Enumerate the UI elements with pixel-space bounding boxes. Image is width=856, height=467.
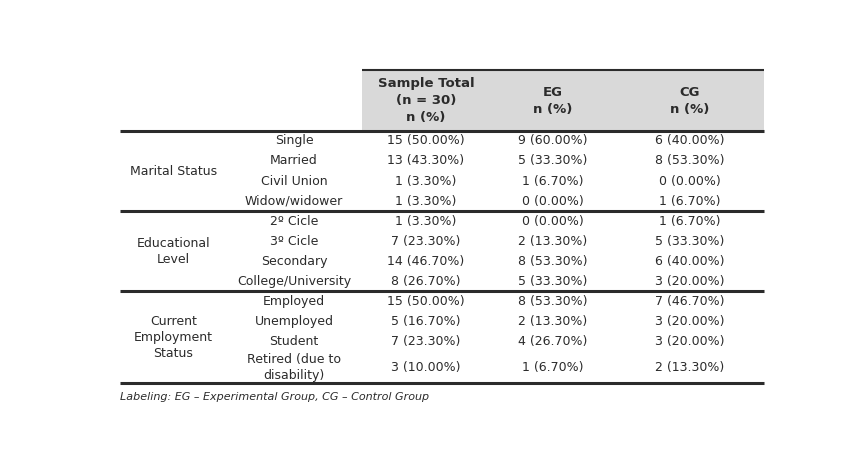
- Text: 4 (26.70%): 4 (26.70%): [519, 335, 588, 348]
- Text: Employed: Employed: [263, 295, 325, 308]
- Text: 7 (23.30%): 7 (23.30%): [391, 335, 461, 348]
- Text: 0 (0.00%): 0 (0.00%): [522, 214, 584, 227]
- Text: 3 (20.00%): 3 (20.00%): [655, 275, 724, 288]
- Text: 7 (46.70%): 7 (46.70%): [655, 295, 724, 308]
- Text: Single: Single: [275, 134, 313, 148]
- Text: Educational
Level: Educational Level: [137, 237, 211, 266]
- Text: Secondary: Secondary: [261, 255, 327, 268]
- Text: 5 (33.30%): 5 (33.30%): [519, 275, 588, 288]
- Text: 1 (6.70%): 1 (6.70%): [522, 361, 584, 374]
- Text: 2 (13.30%): 2 (13.30%): [519, 234, 588, 248]
- Text: Unemployed: Unemployed: [254, 315, 334, 328]
- Text: 8 (53.30%): 8 (53.30%): [655, 155, 724, 168]
- Text: 9 (60.00%): 9 (60.00%): [518, 134, 588, 148]
- Text: 0 (0.00%): 0 (0.00%): [522, 195, 584, 207]
- Text: 13 (43.30%): 13 (43.30%): [388, 155, 465, 168]
- Text: Retired (due to
disability): Retired (due to disability): [247, 353, 341, 382]
- Text: Widow/widower: Widow/widower: [245, 195, 343, 207]
- Text: 1 (6.70%): 1 (6.70%): [659, 195, 721, 207]
- Text: 3 (20.00%): 3 (20.00%): [655, 335, 724, 348]
- Text: 1 (3.30%): 1 (3.30%): [395, 175, 456, 188]
- Text: 15 (50.00%): 15 (50.00%): [387, 134, 465, 148]
- Text: 5 (33.30%): 5 (33.30%): [655, 234, 724, 248]
- Text: Marital Status: Marital Status: [130, 164, 217, 177]
- Text: 8 (53.30%): 8 (53.30%): [518, 295, 588, 308]
- Text: Current
Employment
Status: Current Employment Status: [134, 315, 213, 360]
- Text: Civil Union: Civil Union: [261, 175, 327, 188]
- Text: 5 (33.30%): 5 (33.30%): [519, 155, 588, 168]
- Text: 1 (6.70%): 1 (6.70%): [522, 175, 584, 188]
- Text: 2 (13.30%): 2 (13.30%): [655, 361, 724, 374]
- Text: 6 (40.00%): 6 (40.00%): [655, 134, 724, 148]
- Text: 5 (16.70%): 5 (16.70%): [391, 315, 461, 328]
- Text: 3 (20.00%): 3 (20.00%): [655, 315, 724, 328]
- Text: Married: Married: [270, 155, 318, 168]
- Text: 8 (26.70%): 8 (26.70%): [391, 275, 461, 288]
- Text: 3 (10.00%): 3 (10.00%): [391, 361, 461, 374]
- Text: 3º Cicle: 3º Cicle: [270, 234, 318, 248]
- Text: 14 (46.70%): 14 (46.70%): [387, 255, 465, 268]
- Text: 7 (23.30%): 7 (23.30%): [391, 234, 461, 248]
- Text: Sample Total
(n = 30)
n (%): Sample Total (n = 30) n (%): [377, 77, 474, 124]
- Text: 8 (53.30%): 8 (53.30%): [518, 255, 588, 268]
- Text: CG
n (%): CG n (%): [670, 85, 710, 116]
- Text: EG
n (%): EG n (%): [533, 85, 573, 116]
- Bar: [361, 71, 764, 131]
- Text: Student: Student: [270, 335, 318, 348]
- Text: 0 (0.00%): 0 (0.00%): [659, 175, 721, 188]
- Text: 6 (40.00%): 6 (40.00%): [655, 255, 724, 268]
- Text: 2 (13.30%): 2 (13.30%): [519, 315, 588, 328]
- Text: 1 (3.30%): 1 (3.30%): [395, 195, 456, 207]
- Text: 15 (50.00%): 15 (50.00%): [387, 295, 465, 308]
- Text: 1 (3.30%): 1 (3.30%): [395, 214, 456, 227]
- Text: Labeling: EG – Experimental Group, CG – Control Group: Labeling: EG – Experimental Group, CG – …: [120, 392, 430, 402]
- Text: 1 (6.70%): 1 (6.70%): [659, 214, 721, 227]
- Text: College/University: College/University: [237, 275, 351, 288]
- Text: 2º Cicle: 2º Cicle: [270, 214, 318, 227]
